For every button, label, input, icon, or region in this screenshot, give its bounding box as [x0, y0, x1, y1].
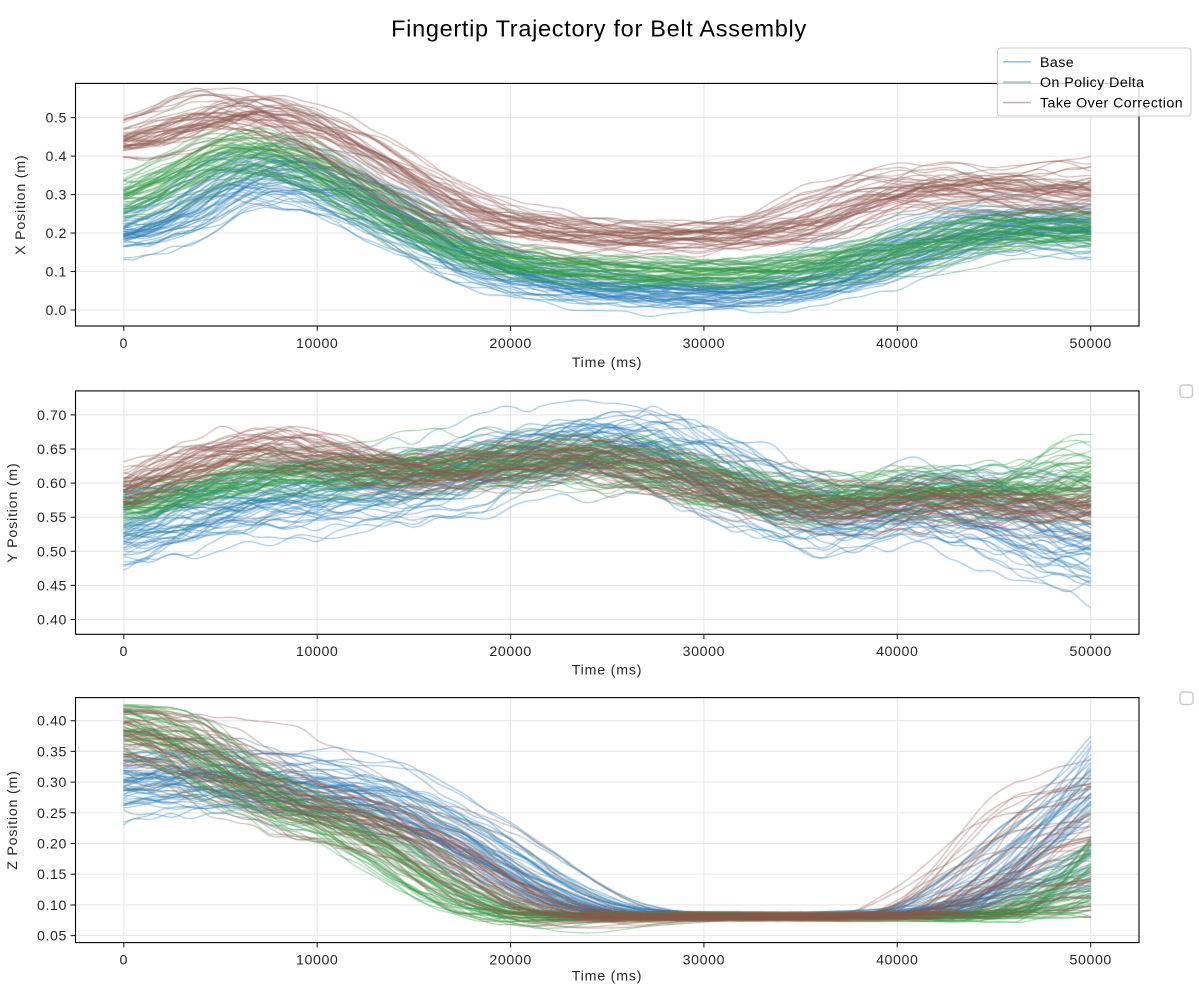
svg-text:0.20: 0.20 [37, 837, 67, 853]
svg-text:50000: 50000 [1069, 644, 1111, 660]
svg-text:0.1: 0.1 [45, 265, 67, 281]
svg-text:40000: 40000 [876, 952, 918, 968]
svg-text:0.3: 0.3 [45, 188, 67, 204]
svg-text:30000: 30000 [683, 336, 725, 352]
svg-text:0.35: 0.35 [37, 744, 67, 760]
svg-text:0: 0 [120, 644, 129, 660]
svg-text:0: 0 [120, 952, 129, 968]
svg-text:0.50: 0.50 [37, 544, 67, 560]
svg-text:10000: 10000 [296, 336, 338, 352]
svg-text:Y Position (m): Y Position (m) [5, 463, 21, 563]
svg-text:0.05: 0.05 [37, 929, 67, 945]
svg-text:0.40: 0.40 [37, 613, 67, 629]
svg-text:0.25: 0.25 [37, 806, 67, 822]
svg-text:20000: 20000 [489, 952, 531, 968]
svg-text:0.45: 0.45 [37, 578, 67, 594]
svg-text:30000: 30000 [683, 644, 725, 660]
svg-text:0.15: 0.15 [37, 867, 67, 883]
svg-text:0.4: 0.4 [45, 149, 67, 165]
svg-text:0.30: 0.30 [37, 775, 67, 791]
svg-text:Take Over Correction: Take Over Correction [1040, 96, 1183, 112]
svg-text:Time (ms): Time (ms) [572, 355, 643, 371]
svg-text:0.65: 0.65 [37, 442, 67, 458]
svg-text:0.60: 0.60 [37, 476, 67, 492]
svg-text:0.2: 0.2 [45, 226, 67, 242]
svg-text:Z Position (m): Z Position (m) [5, 770, 21, 870]
svg-text:Time (ms): Time (ms) [572, 663, 643, 679]
svg-text:40000: 40000 [876, 644, 918, 660]
svg-text:0.5: 0.5 [45, 111, 67, 127]
svg-text:20000: 20000 [489, 336, 531, 352]
svg-text:0.55: 0.55 [37, 510, 67, 526]
svg-text:On Policy Delta: On Policy Delta [1040, 75, 1145, 91]
svg-text:20000: 20000 [489, 644, 531, 660]
svg-text:0: 0 [120, 336, 129, 352]
svg-text:0.40: 0.40 [37, 714, 67, 730]
svg-text:10000: 10000 [296, 644, 338, 660]
svg-text:50000: 50000 [1069, 952, 1111, 968]
svg-text:50000: 50000 [1069, 336, 1111, 352]
svg-text:40000: 40000 [876, 336, 918, 352]
svg-text:Fingertip Trajectory for Belt: Fingertip Trajectory for Belt Assembly [391, 16, 807, 42]
svg-text:0.0: 0.0 [45, 303, 67, 319]
svg-text:X Position (m): X Position (m) [13, 155, 29, 255]
svg-text:Time (ms): Time (ms) [572, 969, 643, 985]
svg-text:10000: 10000 [296, 952, 338, 968]
svg-text:Base: Base [1040, 55, 1074, 71]
svg-text:0.70: 0.70 [37, 408, 67, 424]
svg-text:0.10: 0.10 [37, 898, 67, 914]
svg-text:30000: 30000 [683, 952, 725, 968]
